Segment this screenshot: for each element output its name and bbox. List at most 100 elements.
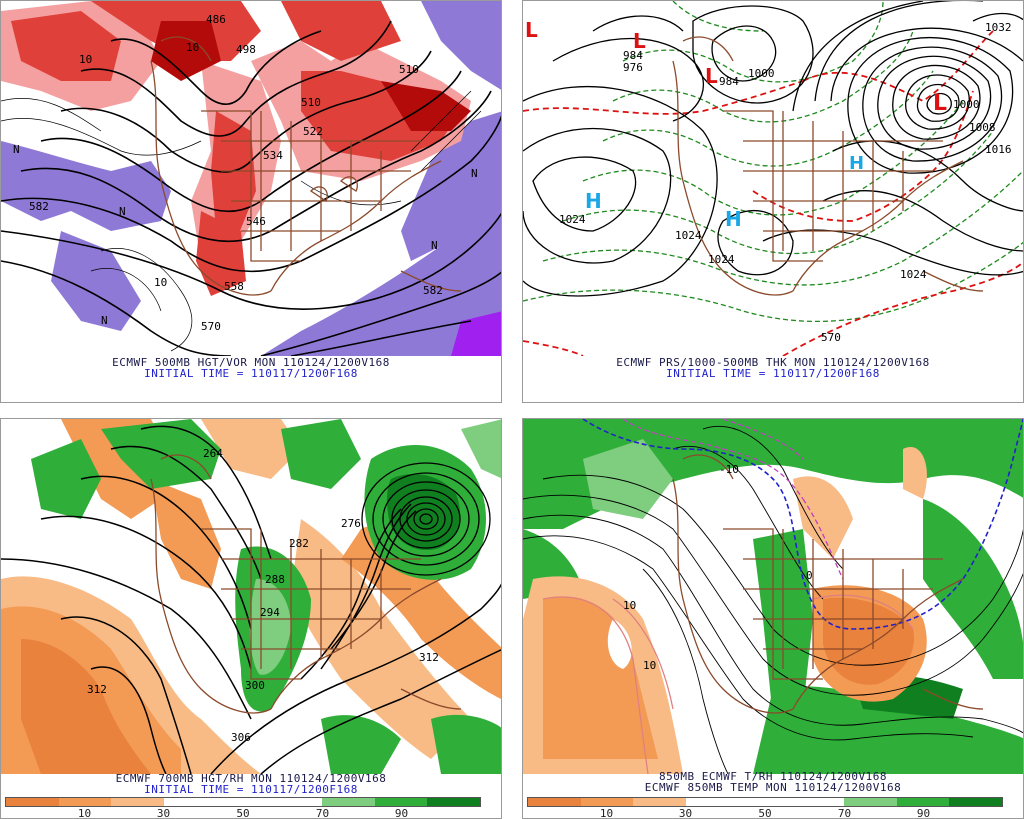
colorbar-bin [322,798,375,806]
contour-label: 1000 [953,98,980,111]
contour-label: 282 [289,537,309,550]
contour-label: 10 [186,41,199,54]
moist-region [249,579,291,675]
rh700-map: 276 282 288 294 300 306 312 312 264 [1,419,501,774]
height-contours [1,425,501,774]
rh-colorbar [5,797,481,807]
positive-vorticity-region [151,21,221,81]
contour-label: 276 [341,517,361,530]
high-pressure-symbol: H [849,153,864,174]
map-outlines [150,454,462,714]
warm-temperature-contours [542,594,914,774]
contour-label: N [101,314,108,327]
dry-region [291,519,471,759]
contour-label: 1008 [969,121,996,134]
positive-vorticity-region [196,211,246,296]
vorticity-map: 486 498 510 510 522 534 546 558 570 582 … [1,1,501,356]
low-center-contours [361,462,491,576]
colorbar-bin [374,798,428,806]
low-pressure-symbol: L [525,18,538,42]
contour-label: 1000 [748,67,775,80]
colorbar-bin [269,798,323,806]
colorbar-bin [738,798,792,806]
colorbar-bin [528,798,581,806]
freezing-line [582,419,1023,630]
negative-vorticity-region [1,141,171,231]
contour-label: 534 [263,149,283,162]
colorbar-bin [949,798,1003,806]
panel-title: ECMWF PRS/1000-500MB THK MON 110124/1200… [616,356,930,369]
colorbar-bin [633,798,687,806]
colorbar-bin [164,798,217,806]
contour-label: N [471,167,478,180]
contour-label: 1032 [985,21,1012,34]
moist-region [431,714,501,774]
contour-label: 1016 [985,143,1012,156]
pressure-thickness-map: 1032 1024 1024 1024 1024 1016 1008 1000 … [523,1,1023,356]
colorbar-bin [686,798,739,806]
contour-label: 312 [87,683,107,696]
initial-time: INITIAL TIME = 110117/1200F168 [144,367,358,380]
contour-label: -10 [719,463,739,476]
low-pressure-symbol: L [705,64,718,88]
panel-title: ECMWF 500MB HGT/VOR MON 110124/1200V168 [112,356,390,369]
contour-labels: 486 498 510 510 522 534 546 558 570 582 … [13,13,478,333]
panel-500mb-vorticity: 486 498 510 510 522 534 546 558 570 582 … [0,0,502,403]
negative-vorticity-region [401,111,501,261]
contour-label: 522 [303,125,323,138]
contour-label: 10 [154,276,167,289]
contour-label: N [13,143,20,156]
negative-vorticity-region [51,231,141,331]
moist-region [583,439,673,519]
colorbar-bin [427,798,481,806]
colorbar-bin [6,798,59,806]
panel-pressure-thickness: 1032 1024 1024 1024 1024 1016 1008 1000 … [522,0,1024,403]
colorbar-label: 10 [599,807,614,819]
map-outlines [672,454,984,714]
contour-label: 582 [29,200,49,213]
contour-labels: 276 282 288 294 300 306 312 312 264 [87,447,439,744]
contour-label: 10 [79,53,92,66]
dry-region [543,596,658,759]
contour-label: 10 [623,599,636,612]
colorbar-label: 10 [77,807,92,819]
contour-label: N [431,239,438,252]
map-outlines [150,36,462,296]
panel-850mb-temp-rh: 10 0 -10 10 850MB ECMWF T/RH 110124/1200… [522,418,1024,819]
vorticity-contours [1,90,482,352]
contour-label: 1024 [900,268,927,281]
dry-region [201,419,301,479]
colorbar-bin [111,798,165,806]
dry-region [793,476,853,559]
contour-label: 558 [224,280,244,293]
contour-label: 1024 [559,213,586,226]
pressure-centers: H H H L L L L [525,18,947,231]
temperature-contours [523,425,1023,774]
low-pressure-symbol: L [633,29,646,53]
contour-label: 570 [201,320,221,333]
moist-region [281,419,361,489]
dry-region [341,525,501,699]
initial-time: INITIAL TIME = 110117/1200F168 [666,367,880,380]
colorbar-label: 50 [236,807,250,819]
high-pressure-symbol: H [725,207,742,231]
positive-vorticity-region [11,11,121,81]
colorbar-bin [580,798,634,806]
panel-title: 850MB ECMWF T/RH 110124/1200V168 [659,770,887,783]
contour-label: 984 [623,49,643,62]
contour-label: 546 [246,215,266,228]
contour-label: 306 [231,731,251,744]
positive-vorticity-region [281,1,401,61]
colorbar-label: 50 [758,807,772,819]
colorbar-label: 70 [837,807,852,819]
colorbar-bin [791,798,845,806]
contour-label: N [119,205,126,218]
cold-temperature-contours [622,419,844,580]
contour-label: 498 [236,43,256,56]
contour-label: 976 [623,61,643,74]
low-pressure-symbol: L [933,91,947,116]
contour-label: 300 [245,679,265,692]
panel-700mb-rh: 276 282 288 294 300 306 312 312 264 ECMW… [0,418,502,819]
colorbar-label: 30 [678,807,693,819]
negative-vorticity-region [261,202,501,356]
